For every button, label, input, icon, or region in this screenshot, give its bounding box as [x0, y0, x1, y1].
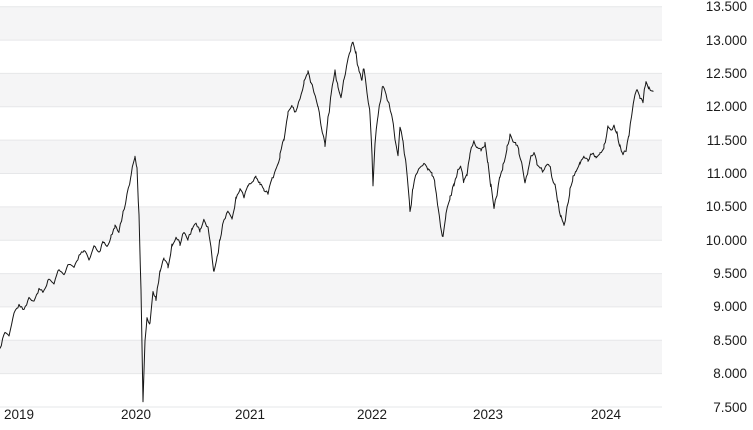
y-tick-label: 10.500 [705, 199, 747, 215]
y-tick-label: 13.500 [705, 0, 747, 15]
x-tick-label: 2024 [590, 407, 622, 422]
band [0, 140, 662, 174]
x-tick-label: 2021 [234, 407, 266, 422]
x-tick-label: 2022 [356, 407, 388, 422]
y-tick-label: 12.500 [705, 65, 747, 81]
y-tick-label: 11.500 [706, 132, 747, 148]
y-tick-label: 12.000 [705, 99, 747, 115]
y-tick-label: 9.000 [713, 299, 747, 315]
band [0, 273, 662, 307]
y-tick-label: 9.500 [713, 266, 747, 282]
background-bands [0, 6, 662, 374]
band [0, 340, 662, 374]
y-tick-label: 11.000 [706, 166, 747, 181]
band [0, 206, 662, 241]
y-tick-label: 13.000 [705, 32, 747, 48]
x-tick-label: 2023 [472, 407, 504, 422]
x-tick-label: 2019 [3, 407, 35, 422]
y-tick-label: 10.000 [705, 232, 747, 248]
x-tick-label: 2020 [120, 407, 152, 422]
y-tick-label: 7.500 [713, 399, 747, 415]
horizontal-gridlines [0, 6, 662, 408]
band [0, 73, 662, 107]
y-tick-label: 8.500 [713, 332, 747, 348]
price-line [0, 41, 654, 403]
y-tick-label: 8.000 [713, 366, 747, 382]
band [0, 6, 662, 41]
